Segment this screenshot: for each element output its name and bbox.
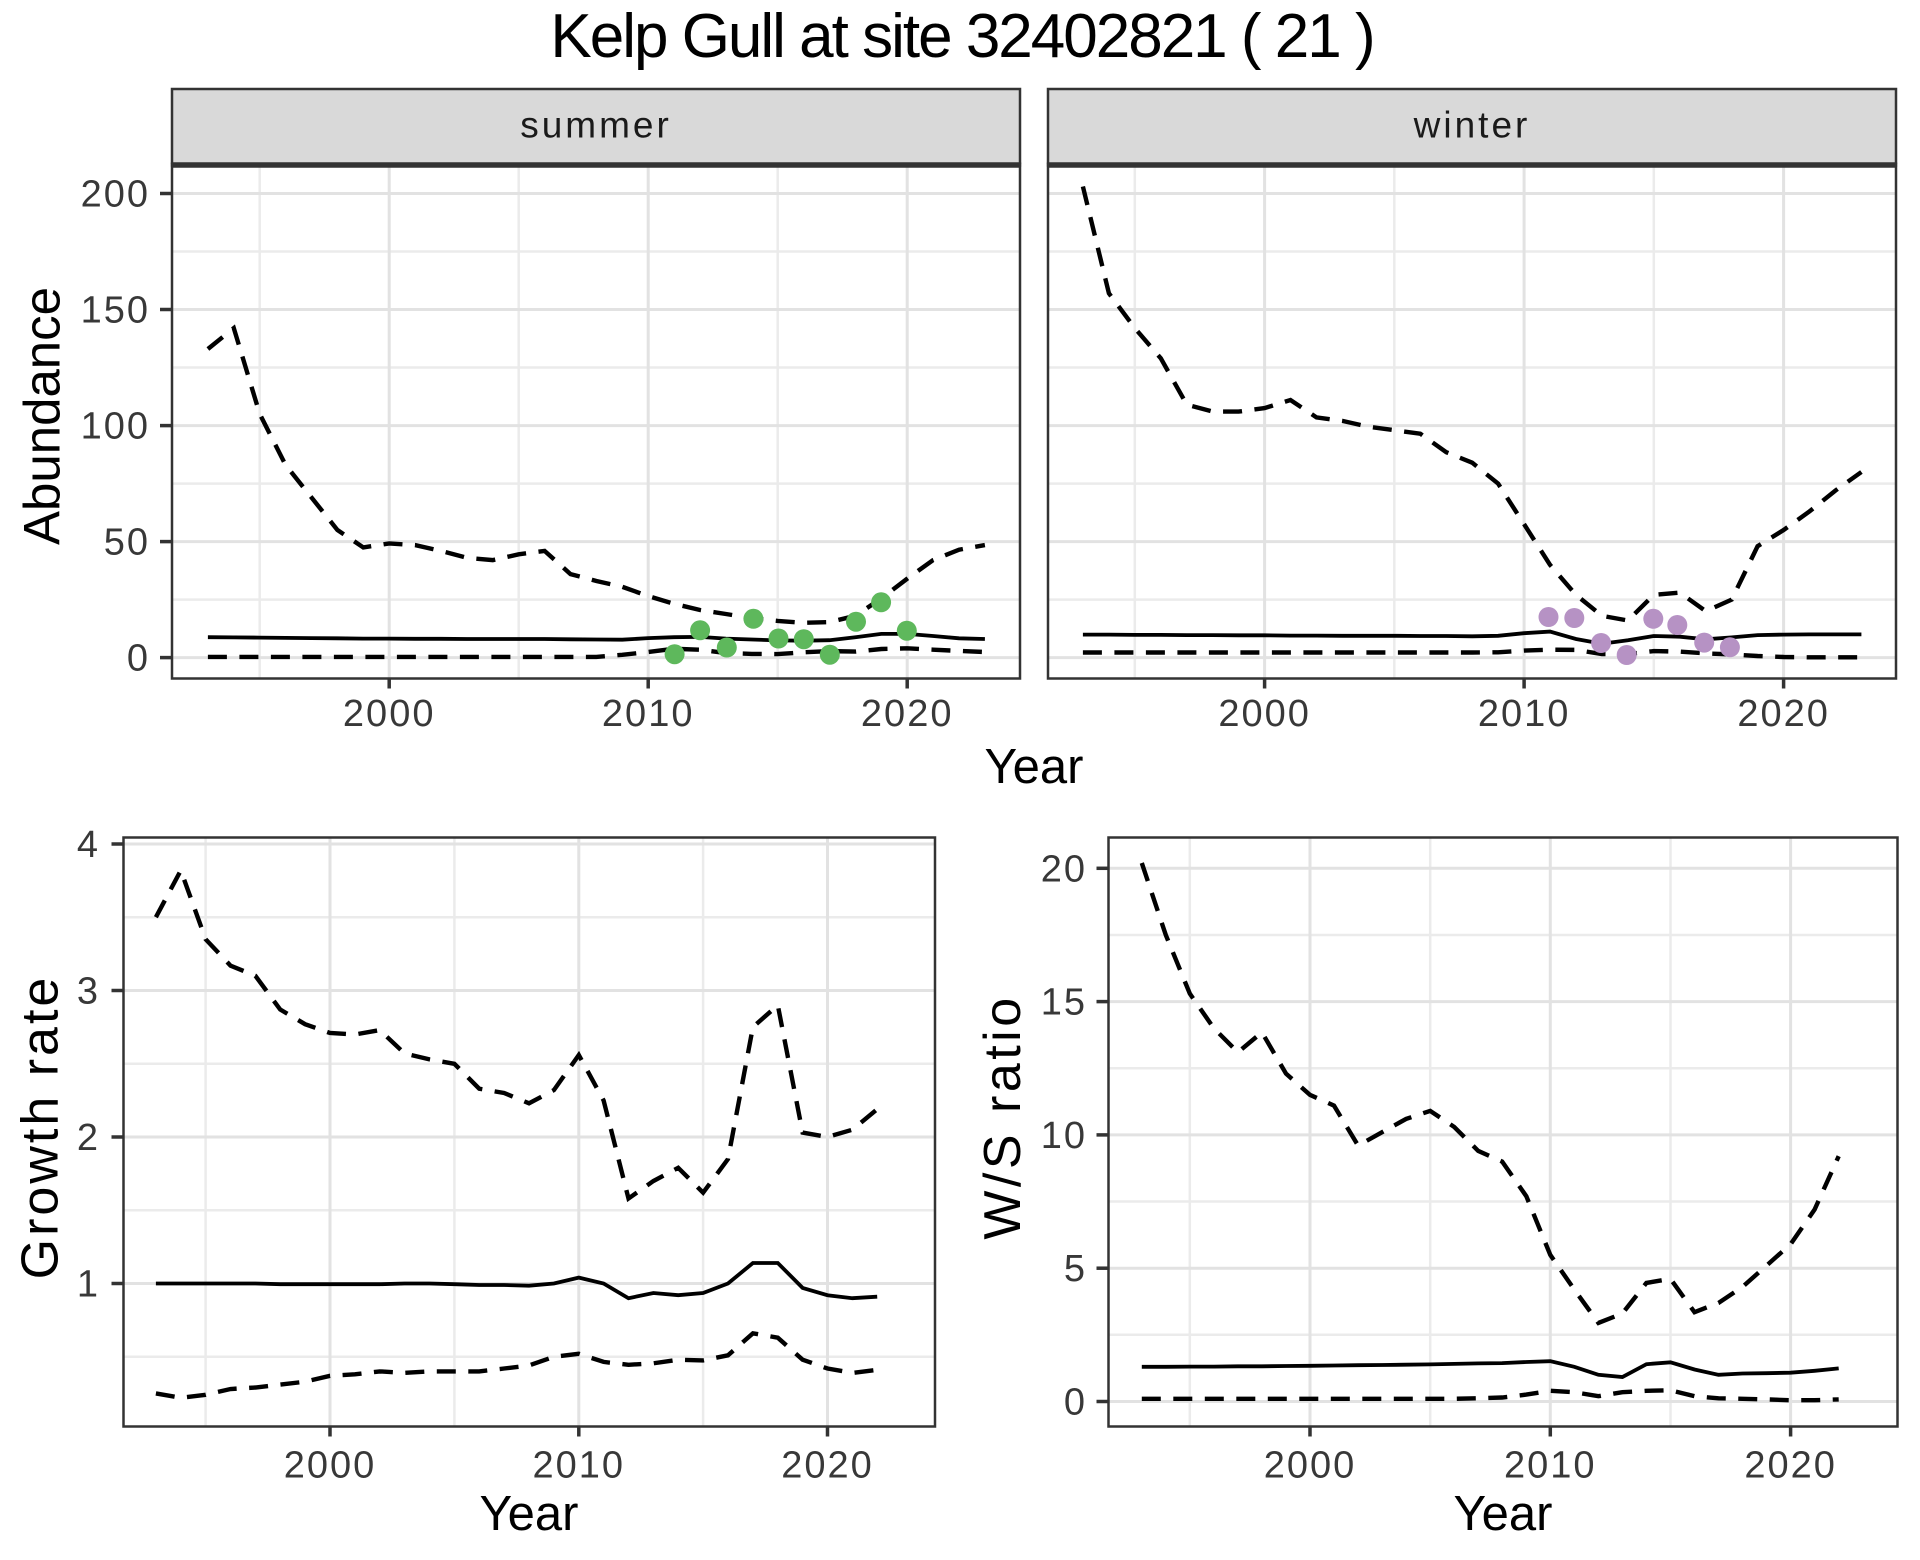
svg-text:2000: 2000 — [1264, 1445, 1357, 1487]
svg-text:2000: 2000 — [343, 693, 436, 735]
svg-text:W/S ratio: W/S ratio — [974, 994, 1032, 1239]
svg-text:15: 15 — [1041, 982, 1087, 1024]
svg-text:2: 2 — [77, 1117, 100, 1159]
svg-text:Kelp Gull at site 32402821 ( 2: Kelp Gull at site 32402821 ( 21 ) — [550, 2, 1373, 71]
svg-text:0: 0 — [1064, 1382, 1087, 1424]
svg-text:200: 200 — [81, 174, 150, 216]
svg-text:2020: 2020 — [861, 693, 954, 735]
svg-text:4: 4 — [77, 824, 100, 866]
svg-text:Year: Year — [1453, 1487, 1552, 1541]
svg-text:3: 3 — [77, 971, 100, 1013]
svg-text:Year: Year — [479, 1487, 578, 1541]
svg-text:5: 5 — [1064, 1248, 1087, 1290]
svg-text:Abundance: Abundance — [14, 287, 71, 545]
svg-text:2010: 2010 — [1504, 1445, 1597, 1487]
svg-text:2020: 2020 — [781, 1445, 874, 1487]
svg-text:2010: 2010 — [602, 693, 695, 735]
svg-text:Year: Year — [984, 740, 1083, 794]
svg-text:2010: 2010 — [533, 1445, 626, 1487]
svg-text:winter: winter — [1413, 105, 1531, 146]
svg-text:2020: 2020 — [1744, 1445, 1837, 1487]
svg-text:1: 1 — [77, 1264, 100, 1306]
svg-text:2020: 2020 — [1737, 693, 1830, 735]
svg-text:summer: summer — [520, 105, 672, 146]
svg-text:20: 20 — [1041, 848, 1087, 890]
svg-text:50: 50 — [104, 522, 150, 564]
svg-text:0: 0 — [127, 638, 150, 680]
svg-text:2000: 2000 — [1218, 693, 1311, 735]
svg-text:2010: 2010 — [1478, 693, 1571, 735]
svg-text:150: 150 — [81, 290, 150, 332]
svg-text:100: 100 — [81, 406, 150, 448]
svg-text:2000: 2000 — [284, 1445, 377, 1487]
svg-text:10: 10 — [1041, 1115, 1087, 1157]
svg-text:Growth rate: Growth rate — [12, 975, 70, 1280]
